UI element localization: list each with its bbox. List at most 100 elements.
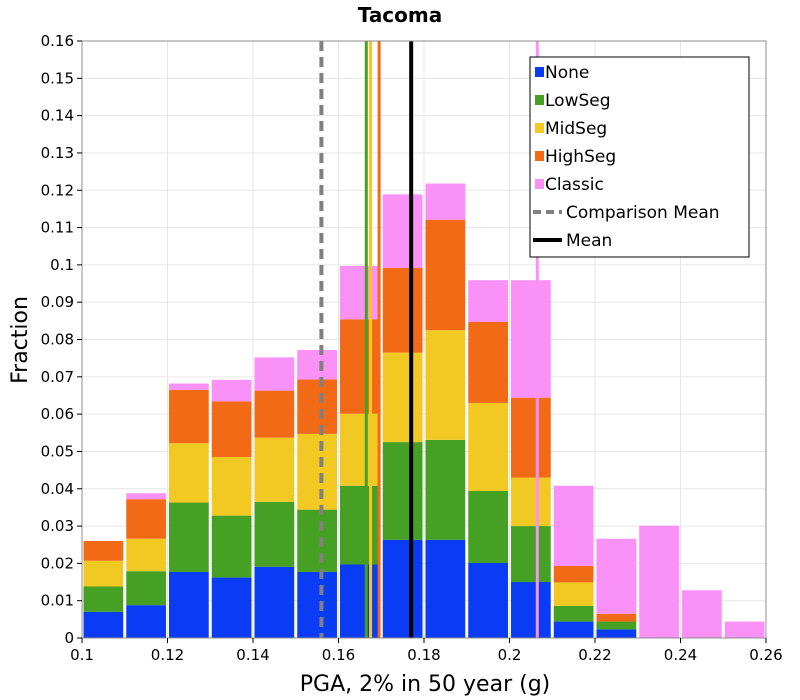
bar-segment-classic bbox=[553, 485, 594, 566]
y-tick-label: 0.1 bbox=[50, 256, 74, 274]
bar-segment-highseg bbox=[340, 319, 380, 414]
bar-segment-highseg bbox=[382, 267, 423, 353]
bar-segment-midseg bbox=[468, 402, 508, 491]
legend-entry-comparison-mean-label: Comparison Mean bbox=[566, 203, 720, 223]
legend-box bbox=[529, 56, 750, 258]
x-tick-label: 0.2 bbox=[498, 646, 522, 664]
bar-segment-classic bbox=[254, 357, 295, 391]
y-tick-label: 0.06 bbox=[41, 405, 74, 423]
legend-entry-midseg-swatch bbox=[535, 123, 544, 133]
y-tick-label: 0.15 bbox=[41, 69, 74, 87]
y-tick-label: 0.11 bbox=[41, 219, 74, 237]
y-axis-title: Fraction bbox=[8, 296, 33, 384]
x-tick-label: 0.22 bbox=[578, 646, 611, 664]
bar-segment-classic bbox=[468, 280, 508, 322]
legend-entry-none-swatch bbox=[535, 67, 544, 77]
bar-segment-highseg bbox=[126, 499, 166, 539]
bar-segment-midseg bbox=[340, 413, 380, 486]
bar-segment-highseg bbox=[553, 565, 594, 583]
bar-segment-lowseg bbox=[297, 509, 337, 572]
y-tick-label: 0.01 bbox=[41, 592, 74, 610]
chart-title: Tacoma bbox=[358, 3, 443, 27]
bar-segment-lowseg bbox=[83, 586, 124, 612]
bar-segment-classic bbox=[126, 493, 166, 500]
bar-segment-highseg bbox=[83, 540, 124, 561]
x-tick-label: 0.24 bbox=[664, 646, 697, 664]
bar-segment-classic bbox=[639, 525, 679, 638]
bar-segment-lowseg bbox=[382, 442, 423, 540]
bar-segment-lowseg bbox=[596, 621, 637, 630]
bar-segment-midseg bbox=[254, 437, 295, 502]
bar-segment-midseg bbox=[297, 433, 337, 510]
bar-segment-midseg bbox=[126, 538, 166, 572]
x-tick-label: 0.12 bbox=[151, 646, 184, 664]
bar-segment-classic bbox=[596, 538, 637, 614]
legend-entry-mean-label: Mean bbox=[566, 231, 612, 251]
bar-segment-lowseg bbox=[468, 490, 508, 564]
bar-segment-midseg bbox=[425, 330, 466, 440]
bar-segment-highseg bbox=[254, 390, 295, 438]
y-axis-ticks: 0 0.01 0.02 0.03 0.04 0.05 0.06 0.07 0.08 0.09 0.1… bbox=[41, 32, 82, 647]
y-tick-label: 0.12 bbox=[41, 181, 74, 199]
legend-entry-midseg-label: MidSeg bbox=[545, 119, 607, 139]
legend-entry-highseg-swatch bbox=[535, 151, 544, 161]
y-tick-label: 0.13 bbox=[41, 144, 74, 162]
x-tick-label: 0.1 bbox=[70, 646, 94, 664]
y-tick-label: 0.05 bbox=[41, 442, 74, 460]
bar-segment-classic bbox=[682, 590, 722, 638]
bar-segment-highseg bbox=[596, 613, 637, 622]
y-tick-label: 0.09 bbox=[41, 293, 74, 311]
bar-segment-none bbox=[468, 563, 508, 638]
bar-segment-none bbox=[382, 539, 423, 638]
legend-entry-lowseg-label: LowSeg bbox=[545, 91, 611, 111]
bar-segment-highseg bbox=[211, 401, 252, 458]
x-axis-title: PGA, 2% in 50 year (g) bbox=[300, 672, 551, 697]
legend-entry-lowseg-swatch bbox=[535, 95, 544, 105]
legend: None LowSeg MidSeg HighSeg Classic Comparison… bbox=[529, 56, 750, 258]
bar-segment-none bbox=[340, 564, 380, 638]
bar-segment-lowseg bbox=[425, 439, 466, 540]
y-tick-label: 0.03 bbox=[41, 517, 74, 535]
bar-segment-none bbox=[297, 571, 337, 638]
bars bbox=[83, 183, 765, 638]
y-tick-label: 0.08 bbox=[41, 331, 74, 349]
bar-segment-none bbox=[596, 629, 637, 638]
bar-segment-lowseg bbox=[126, 571, 166, 606]
legend-entry-none-label: None bbox=[545, 63, 589, 83]
bar-segment-midseg bbox=[83, 560, 124, 587]
mean-lines bbox=[319, 41, 539, 638]
bar-segment-highseg bbox=[169, 389, 209, 444]
x-tick-label: 0.26 bbox=[749, 646, 782, 664]
bar-segment-none bbox=[211, 577, 252, 638]
bar-segment-lowseg bbox=[553, 605, 594, 622]
bar-segment-highseg bbox=[425, 219, 466, 331]
x-tick-label: 0.14 bbox=[236, 646, 269, 664]
bar-segment-none bbox=[553, 621, 594, 638]
bar-segment-highseg bbox=[468, 321, 508, 403]
bar-segment-none bbox=[425, 539, 466, 638]
bar-segment-classic bbox=[382, 194, 423, 268]
y-tick-label: 0 bbox=[64, 629, 74, 647]
bar-segment-midseg bbox=[553, 582, 594, 606]
x-axis-ticks: 0.1 0.12 0.14 0.16 0.18 0.2 0.22 0.24 0.26 bbox=[70, 638, 783, 664]
bar-segment-lowseg bbox=[254, 501, 295, 567]
bar-segment-classic bbox=[297, 349, 337, 380]
bar-segment-none bbox=[254, 566, 295, 638]
bar-segment-none bbox=[83, 611, 124, 638]
bar-segment-midseg bbox=[169, 443, 209, 503]
bar-segment-highseg bbox=[297, 379, 337, 434]
bar-segment-midseg bbox=[382, 352, 423, 443]
y-tick-label: 0.16 bbox=[41, 32, 74, 50]
bar-segment-lowseg bbox=[511, 526, 551, 583]
bar-segment-midseg bbox=[211, 457, 252, 516]
y-tick-label: 0.14 bbox=[41, 107, 74, 125]
bar-segment-midseg bbox=[511, 477, 551, 527]
bar-segment-classic bbox=[724, 621, 765, 638]
bar-segment-none bbox=[126, 605, 166, 638]
x-tick-label: 0.16 bbox=[322, 646, 355, 664]
bar-segment-lowseg bbox=[169, 502, 209, 572]
y-tick-label: 0.02 bbox=[41, 554, 74, 572]
legend-entry-classic-label: Classic bbox=[545, 175, 604, 195]
bar-segment-lowseg bbox=[340, 485, 380, 565]
